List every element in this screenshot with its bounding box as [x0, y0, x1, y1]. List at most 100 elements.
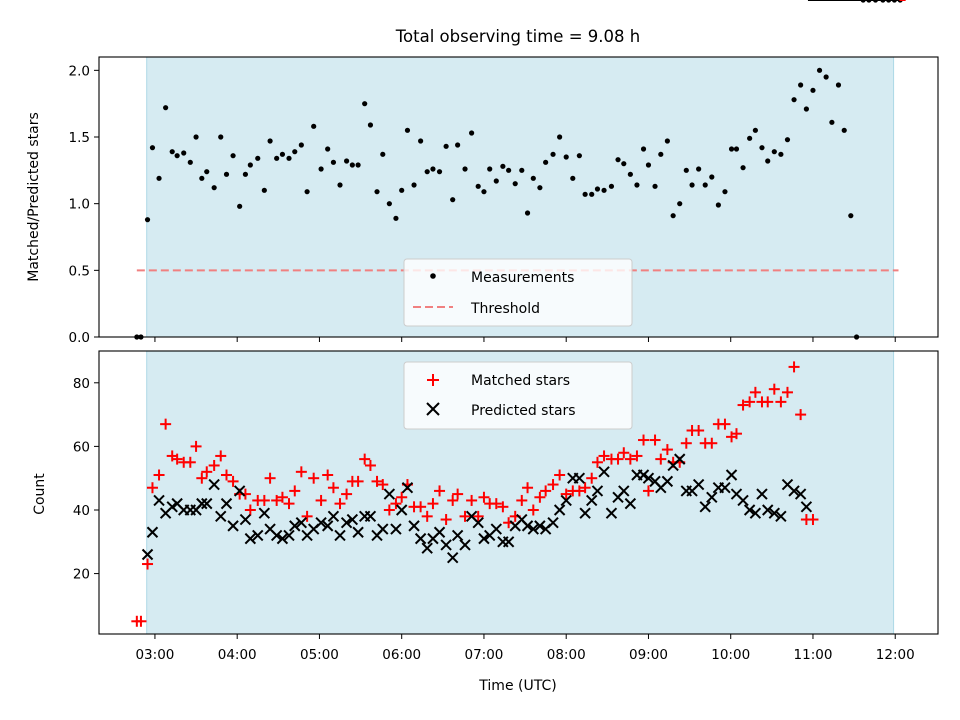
matched-star-point: [371, 475, 383, 487]
predicted-star-point: [340, 517, 353, 529]
legend-predicted-label: Predicted stars: [471, 403, 576, 419]
measurement-point: [645, 162, 652, 168]
predicted-star-point: [794, 488, 807, 500]
matched-star-point: [730, 428, 742, 440]
matched-star-point: [334, 498, 346, 510]
predicted-star-point: [560, 494, 572, 507]
predicted-star-point: [433, 526, 446, 538]
matched-star-point: [719, 418, 731, 430]
predicted-star-point: [377, 523, 389, 535]
measurement-point: [557, 134, 563, 140]
measurement-point: [393, 215, 399, 221]
matched-star-point: [737, 399, 749, 411]
predicted-star-point: [364, 510, 377, 523]
matched-star-point: [142, 558, 154, 570]
measurement-point: [810, 87, 816, 93]
predicted-star-point: [446, 551, 459, 564]
measurement-point: [318, 166, 324, 172]
measurement-point: [223, 171, 230, 177]
matched-star-point: [447, 494, 459, 506]
measurement-point: [543, 159, 549, 165]
x-tick-label: 04:00: [218, 647, 257, 663]
matched-star-point: [749, 386, 761, 398]
matched-star-point: [153, 469, 165, 481]
matched-star-point: [190, 440, 202, 452]
x-tick-label: 05:00: [300, 647, 339, 663]
measurement-point: [349, 162, 355, 168]
predicted-star-point: [725, 469, 738, 481]
measurement-point: [519, 167, 525, 173]
predicted-star-point: [527, 523, 540, 535]
matched-star-point: [184, 456, 196, 468]
measurement-point: [493, 178, 499, 184]
measurement-point: [652, 183, 658, 189]
predicted-star-point: [788, 485, 800, 497]
predicted-star-point: [352, 526, 364, 538]
top-y-tick-label: 2.0: [69, 63, 90, 79]
measurement-point: [747, 135, 753, 141]
chart-title: Total observing time = 9.08 h: [395, 27, 640, 46]
measurement-point: [740, 165, 746, 171]
matched-star-point: [642, 485, 654, 497]
measurement-point: [570, 175, 576, 181]
matched-star-point: [396, 491, 408, 503]
predicted-star-point: [756, 488, 768, 500]
measurement-point: [798, 82, 804, 88]
matched-star-point: [527, 504, 539, 516]
measurement-point: [715, 202, 721, 208]
predicted-star-point: [768, 507, 781, 519]
x-tick-label: 10:00: [711, 647, 750, 663]
x-tick-label: 12:00: [876, 647, 915, 663]
matched-star-point: [762, 396, 774, 408]
matched-star-point: [744, 396, 756, 408]
predicted-star-point: [699, 501, 711, 513]
matched-star-point: [264, 472, 276, 484]
predicted-star-point: [201, 497, 213, 510]
predicted-star-point: [743, 504, 756, 516]
measurement-point: [524, 210, 531, 216]
measurement-point: [778, 151, 784, 157]
measurement-point: [144, 217, 151, 223]
predicted-star-point: [208, 478, 220, 491]
matched-star-point: [586, 472, 598, 484]
matched-star-point: [322, 469, 334, 481]
predicted-star-point: [408, 520, 420, 532]
predicted-star-point: [579, 507, 591, 519]
matched-star-point: [308, 472, 320, 484]
bottom-legend: Matched stars Predicted stars: [403, 361, 633, 430]
measurement-point: [823, 74, 829, 80]
measurement-point: [803, 106, 809, 112]
measurement-point: [443, 143, 449, 149]
measurement-point: [450, 197, 456, 203]
measurement-point: [702, 182, 708, 188]
predicted-star-point: [674, 453, 686, 465]
measurement-point: [355, 162, 361, 168]
measurement-point: [418, 138, 424, 144]
measurement-point: [481, 189, 487, 195]
predicted-star-point: [642, 472, 655, 484]
matched-star-point: [547, 479, 559, 491]
bottom-ylabel: Count: [32, 473, 48, 515]
matched-star-point: [693, 424, 705, 436]
measurement-point: [627, 171, 633, 177]
matched-star-point: [540, 485, 552, 497]
predicted-star-point: [289, 520, 301, 532]
measurement-point: [752, 127, 758, 133]
measurement-point: [765, 158, 771, 164]
matched-star-point: [655, 453, 667, 465]
matched-star-point: [598, 450, 610, 462]
measurement-point: [156, 175, 162, 181]
matched-star-point: [631, 450, 643, 462]
matched-star-point: [160, 418, 172, 430]
predicted-star-point: [459, 539, 471, 551]
predicted-star-point: [334, 529, 346, 542]
matched-star-point: [612, 453, 624, 465]
predicted-star-point: [553, 504, 566, 516]
predicted-star-point: [624, 497, 637, 510]
matched-star-point: [196, 472, 208, 484]
measurement-point: [728, 146, 735, 152]
predicted-star-point: [295, 517, 308, 529]
bottom-y-tick-label: 20: [73, 567, 90, 583]
measurement-point: [149, 145, 156, 151]
